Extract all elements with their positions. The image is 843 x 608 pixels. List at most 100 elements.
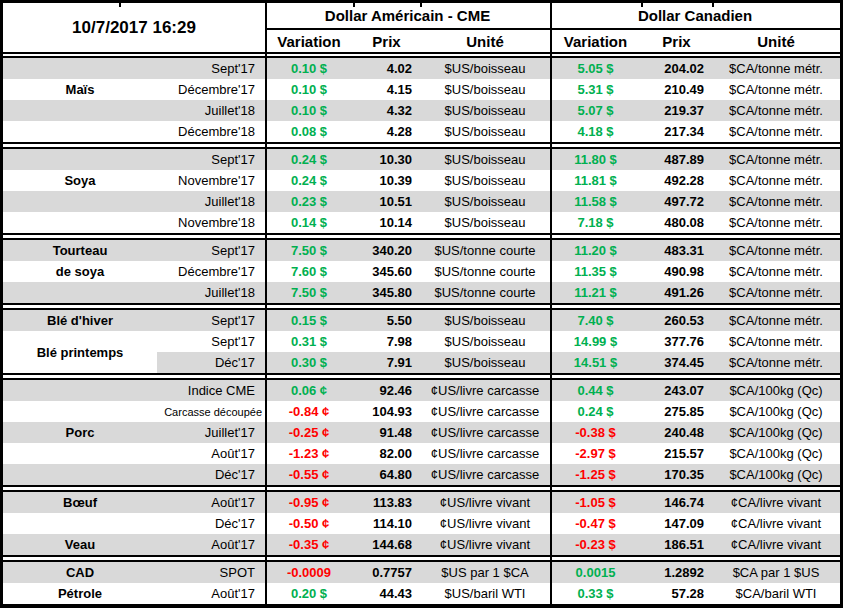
ca-variation-cell: 11.20 $ [550,239,641,261]
commodity-cell [3,121,157,143]
us-group-title: Dollar Américain - CME [265,3,550,29]
contract-cell: Novembre'18 [157,212,265,234]
us-variation-cell: 0.24 $ [265,148,353,170]
section-table: Sept'170.24 $10.30$US/boisseau11.80 $487… [3,147,840,235]
commodity-cell: Bœuf [3,491,157,513]
us-variation-cell: 0.06 ¢ [265,379,353,401]
ca-variation-cell: -0.23 $ [550,534,641,556]
us-price-cell: 104.93 [353,401,420,422]
sections: Sept'170.10 $4.02$US/boisseau5.05 $204.0… [3,56,840,606]
ca-unit-cell: $CA/100kg (Qc) [712,464,840,486]
ca-price-cell: 219.37 [641,100,712,121]
us-variation-cell: -0.50 ¢ [265,513,353,534]
ca-price-cell: 57.28 [641,583,712,605]
ca-price-cell: 146.74 [641,491,712,513]
us-price-cell: 345.60 [353,261,420,282]
ca-price-cell: 483.31 [641,239,712,261]
us-unit-cell: $US/boisseau [420,148,550,170]
table-row: PorcJuillet'17-0.25 ¢91.48¢US/livre carc… [3,422,840,443]
table-row: Déc'17-0.55 ¢64.80¢US/livre carcasse-1.2… [3,464,840,486]
ca-unite-column-header: Unité [712,29,840,53]
us-price-cell: 64.80 [353,464,420,486]
table-row: Sept'170.24 $10.30$US/boisseau11.80 $487… [3,148,840,170]
commodity-cell: CAD [3,561,157,583]
ca-unit-cell: $CA/tonne métr. [712,239,840,261]
us-price-cell: 44.43 [353,583,420,605]
timestamp: 10/7/2017 16:29 [3,3,265,53]
us-variation-cell: 7.50 $ [265,282,353,304]
us-unit-cell: $US/boisseau [420,331,550,352]
us-unit-cell: ¢US/livre vivant [420,513,550,534]
table-row: CADSPOT-0.00090.7757$US par 1 $CA0.00151… [3,561,840,583]
ca-price-cell: 374.45 [641,352,712,374]
us-price-cell: 7.91 [353,352,420,374]
us-price-cell: 91.48 [353,422,420,443]
us-unit-cell: ¢US/livre carcasse [420,422,550,443]
ca-variation-cell: 0.24 $ [550,401,641,422]
us-price-cell: 144.68 [353,534,420,556]
us-unit-cell: $US/boisseau [420,309,550,331]
ca-unit-cell: $CA/tonne métr. [712,331,840,352]
us-variation-cell: -0.84 ¢ [265,401,353,422]
us-variation-cell: 0.10 $ [265,57,353,79]
ca-variation-cell: 5.07 $ [550,100,641,121]
commodity-cell [3,443,157,464]
us-unit-cell: $US/boisseau [420,191,550,212]
ca-unit-cell: $CA/tonne métr. [712,170,840,191]
commodity-cell [3,212,157,234]
ca-variation-cell: 11.81 $ [550,170,641,191]
commodity-cell: Blé d'hiver [3,309,157,331]
table-row: Août'17-1.23 ¢82.00¢US/livre carcasse-2.… [3,443,840,464]
us-variation-cell: 0.14 $ [265,212,353,234]
table-row: Blé printempsSept'170.31 $7.98$US/boisse… [3,331,840,352]
us-variation-cell: 7.50 $ [265,239,353,261]
ca-variation-column-header: Variation [550,29,641,53]
us-price-cell: 4.28 [353,121,420,143]
ca-group-title: Dollar Canadien [550,3,840,29]
table-row: Novembre'180.14 $10.14$US/boisseau7.18 $… [3,212,840,234]
ca-variation-cell: 0.44 $ [550,379,641,401]
table-row: Carcasse découpée-0.84 ¢104.93¢US/livre … [3,401,840,422]
us-unit-cell: ¢US/livre vivant [420,534,550,556]
us-unit-cell: $US/baril WTI [420,583,550,605]
us-price-cell: 114.10 [353,513,420,534]
us-unit-cell: $US par 1 $CA [420,561,550,583]
ca-unit-cell: $CA/100kg (Qc) [712,443,840,464]
table-header: 10/7/2017 16:29 Dollar Américain - CME D… [3,3,840,54]
commodity-cell: Tourteau [3,239,157,261]
table-row: PétroleAoût'170.20 $44.43$US/baril WTI0.… [3,583,840,605]
contract-cell: Décembre'18 [157,121,265,143]
commodity-cell: Pétrole [3,583,157,605]
commodity-cell [3,282,157,304]
group-divider-line [265,3,267,604]
table-row: Indice CME0.06 ¢92.46¢US/livre carcasse0… [3,379,840,401]
ca-price-cell: 1.2892 [641,561,712,583]
table-row: Décembre'180.08 $4.28$US/boisseau4.18 $2… [3,121,840,143]
commodity-cell: Soya [3,170,157,191]
commodity-cell: Porc [3,422,157,443]
ca-unit-cell: ¢CA/livre vivant [712,491,840,513]
us-variation-cell: -0.35 ¢ [265,534,353,556]
ca-price-cell: 491.26 [641,282,712,304]
us-price-cell: 82.00 [353,443,420,464]
ca-unit-cell: $CA/100kg (Qc) [712,379,840,401]
contract-cell: Août'17 [157,534,265,556]
ca-price-cell: 186.51 [641,534,712,556]
contract-cell: Août'17 [157,443,265,464]
ca-price-cell: 217.34 [641,121,712,143]
table-row: Déc'17-0.50 ¢114.10¢US/livre vivant-0.47… [3,513,840,534]
ca-variation-cell: -1.05 $ [550,491,641,513]
us-unite-column-header: Unité [420,29,550,53]
ca-variation-cell: 11.80 $ [550,148,641,170]
us-variation-cell: -0.25 ¢ [265,422,353,443]
ca-unit-cell: ¢CA/livre vivant [712,534,840,556]
commodity-cell [3,100,157,121]
ca-price-cell: 204.02 [641,57,712,79]
section-table: Indice CME0.06 ¢92.46¢US/livre carcasse0… [3,378,840,487]
table-row: Juillet'187.50 $345.80$US/tonne courte11… [3,282,840,304]
ca-price-cell: 487.89 [641,148,712,170]
commodity-cell: de soya [3,261,157,282]
ca-price-cell: 243.07 [641,379,712,401]
us-price-cell: 7.98 [353,331,420,352]
us-variation-cell: 0.24 $ [265,170,353,191]
